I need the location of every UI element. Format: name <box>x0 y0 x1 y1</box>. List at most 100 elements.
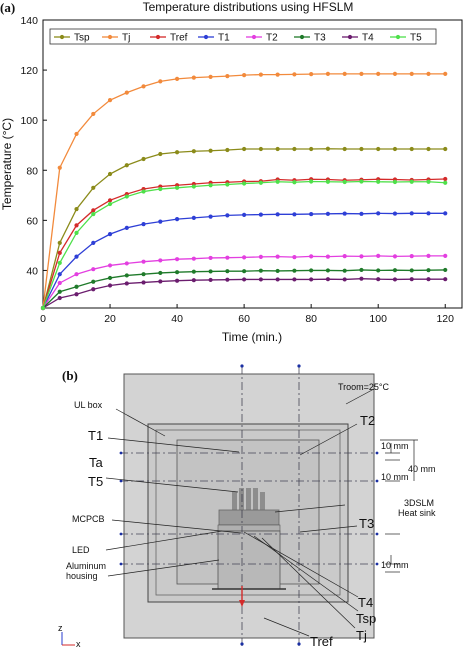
point-t2-8 <box>174 257 180 262</box>
point-tsp-21 <box>392 146 398 152</box>
point-tsp-24 <box>443 146 448 152</box>
point-t5-23 <box>426 179 431 184</box>
point-t4-6 <box>141 280 146 285</box>
point-t4-11 <box>225 277 230 282</box>
label-led: LED <box>72 545 90 555</box>
point-t5-8 <box>174 185 180 190</box>
y-tick-label-2: 80 <box>26 165 38 177</box>
point-t1-14 <box>275 212 280 217</box>
point-tsp-4 <box>107 171 113 177</box>
gravity-arrow-head <box>239 600 245 607</box>
point-t5-1 <box>57 260 62 266</box>
legend-marker-t1 <box>203 34 209 40</box>
label-t5: T5 <box>88 474 103 489</box>
point-t1-24 <box>443 211 448 216</box>
point-t1-6 <box>141 222 146 227</box>
label-ta: Ta <box>89 455 104 470</box>
point-t3-3 <box>91 279 96 284</box>
point-tref-1 <box>57 250 62 256</box>
point-tj-2 <box>74 131 79 137</box>
point-t2-1 <box>57 280 62 286</box>
point-t2-24 <box>443 253 448 259</box>
point-t5-11 <box>225 182 230 187</box>
point-t4-17 <box>325 277 331 282</box>
point-t3-5 <box>124 273 129 278</box>
x-axis-title: Time (min.) <box>222 330 282 344</box>
point-t4-22 <box>409 277 414 282</box>
dim-40mm: 40 mm <box>408 464 436 474</box>
point-t2-17 <box>325 254 331 259</box>
point-t4-18 <box>342 277 347 282</box>
point-t5-2 <box>74 230 79 235</box>
point-t4-15 <box>292 277 297 282</box>
label-t4: T4 <box>358 595 373 610</box>
point-tj-23 <box>426 71 431 76</box>
point-tsp-11 <box>225 147 230 153</box>
point-t4-1 <box>57 295 62 301</box>
point-t4-9 <box>191 278 196 283</box>
point-t1-22 <box>409 211 414 216</box>
point-t3-14 <box>275 268 280 274</box>
legend-label-t5: T5 <box>410 33 422 44</box>
point-t2-12 <box>242 255 247 260</box>
point-t5-12 <box>242 181 247 186</box>
point-t5-6 <box>141 189 146 194</box>
point-tsp-22 <box>409 146 414 152</box>
point-t1-8 <box>174 216 180 222</box>
point-t3-17 <box>325 268 331 273</box>
point-tref-3 <box>91 208 96 213</box>
dim-10mm-top: 10 mm <box>381 441 409 451</box>
point-t1-17 <box>325 211 331 216</box>
point-tsp-17 <box>325 146 331 151</box>
legend-marker-t4 <box>347 34 353 40</box>
label-t3: T3 <box>359 516 374 531</box>
point-t2-20 <box>376 253 381 259</box>
point-t3-24 <box>443 267 448 273</box>
point-t1-12 <box>242 212 247 217</box>
point-tj-19 <box>359 71 364 76</box>
dimension-lines <box>380 439 418 573</box>
leader-lines <box>105 388 375 637</box>
legend-label-tj: Tj <box>122 33 130 44</box>
legend: Tsp Tj Tref T1 T2 T3 T4 T5 <box>49 28 437 45</box>
point-t1-1 <box>57 272 62 277</box>
point-t1-5 <box>124 225 129 230</box>
point-t2-14 <box>275 254 280 259</box>
label-tj: Tj <box>356 628 367 643</box>
point-t4-19 <box>359 276 364 281</box>
plot-area <box>42 19 463 309</box>
point-tj-21 <box>392 71 398 76</box>
point-tj-17 <box>325 71 331 76</box>
sensor-marker-bottom <box>297 642 301 646</box>
point-tj-7 <box>158 79 163 84</box>
legend-label-t4: T4 <box>362 33 374 44</box>
point-t3-10 <box>208 269 213 274</box>
point-tsp-3 <box>91 185 96 190</box>
point-tj-16 <box>309 71 314 77</box>
sensor-marker-top <box>297 364 301 368</box>
point-t5-7 <box>158 186 163 192</box>
legend-label-t1: T1 <box>218 33 230 44</box>
point-tj-11 <box>225 73 230 79</box>
point-t5-19 <box>359 179 364 184</box>
point-t5-15 <box>292 180 297 185</box>
point-t1-3 <box>91 240 96 245</box>
point-t4-2 <box>74 292 79 297</box>
point-t3-7 <box>158 270 163 276</box>
point-t2-7 <box>158 258 163 263</box>
point-t2-4 <box>107 263 113 268</box>
label-aluminum-line1: Aluminum <box>66 561 106 571</box>
point-t5-9 <box>191 184 196 189</box>
label-t2: T2 <box>360 413 375 428</box>
point-t2-6 <box>141 259 146 264</box>
point-t4-12 <box>242 277 247 282</box>
point-t5-22 <box>409 179 414 184</box>
legend-marker-t3 <box>299 34 305 40</box>
point-t4-21 <box>392 277 398 282</box>
point-t2-21 <box>392 254 398 259</box>
point-t2-10 <box>208 255 213 261</box>
point-t3-23 <box>426 268 431 273</box>
point-t2-18 <box>342 254 347 259</box>
point-t3-2 <box>74 284 79 289</box>
x-tick-label-5: 100 <box>369 313 387 325</box>
